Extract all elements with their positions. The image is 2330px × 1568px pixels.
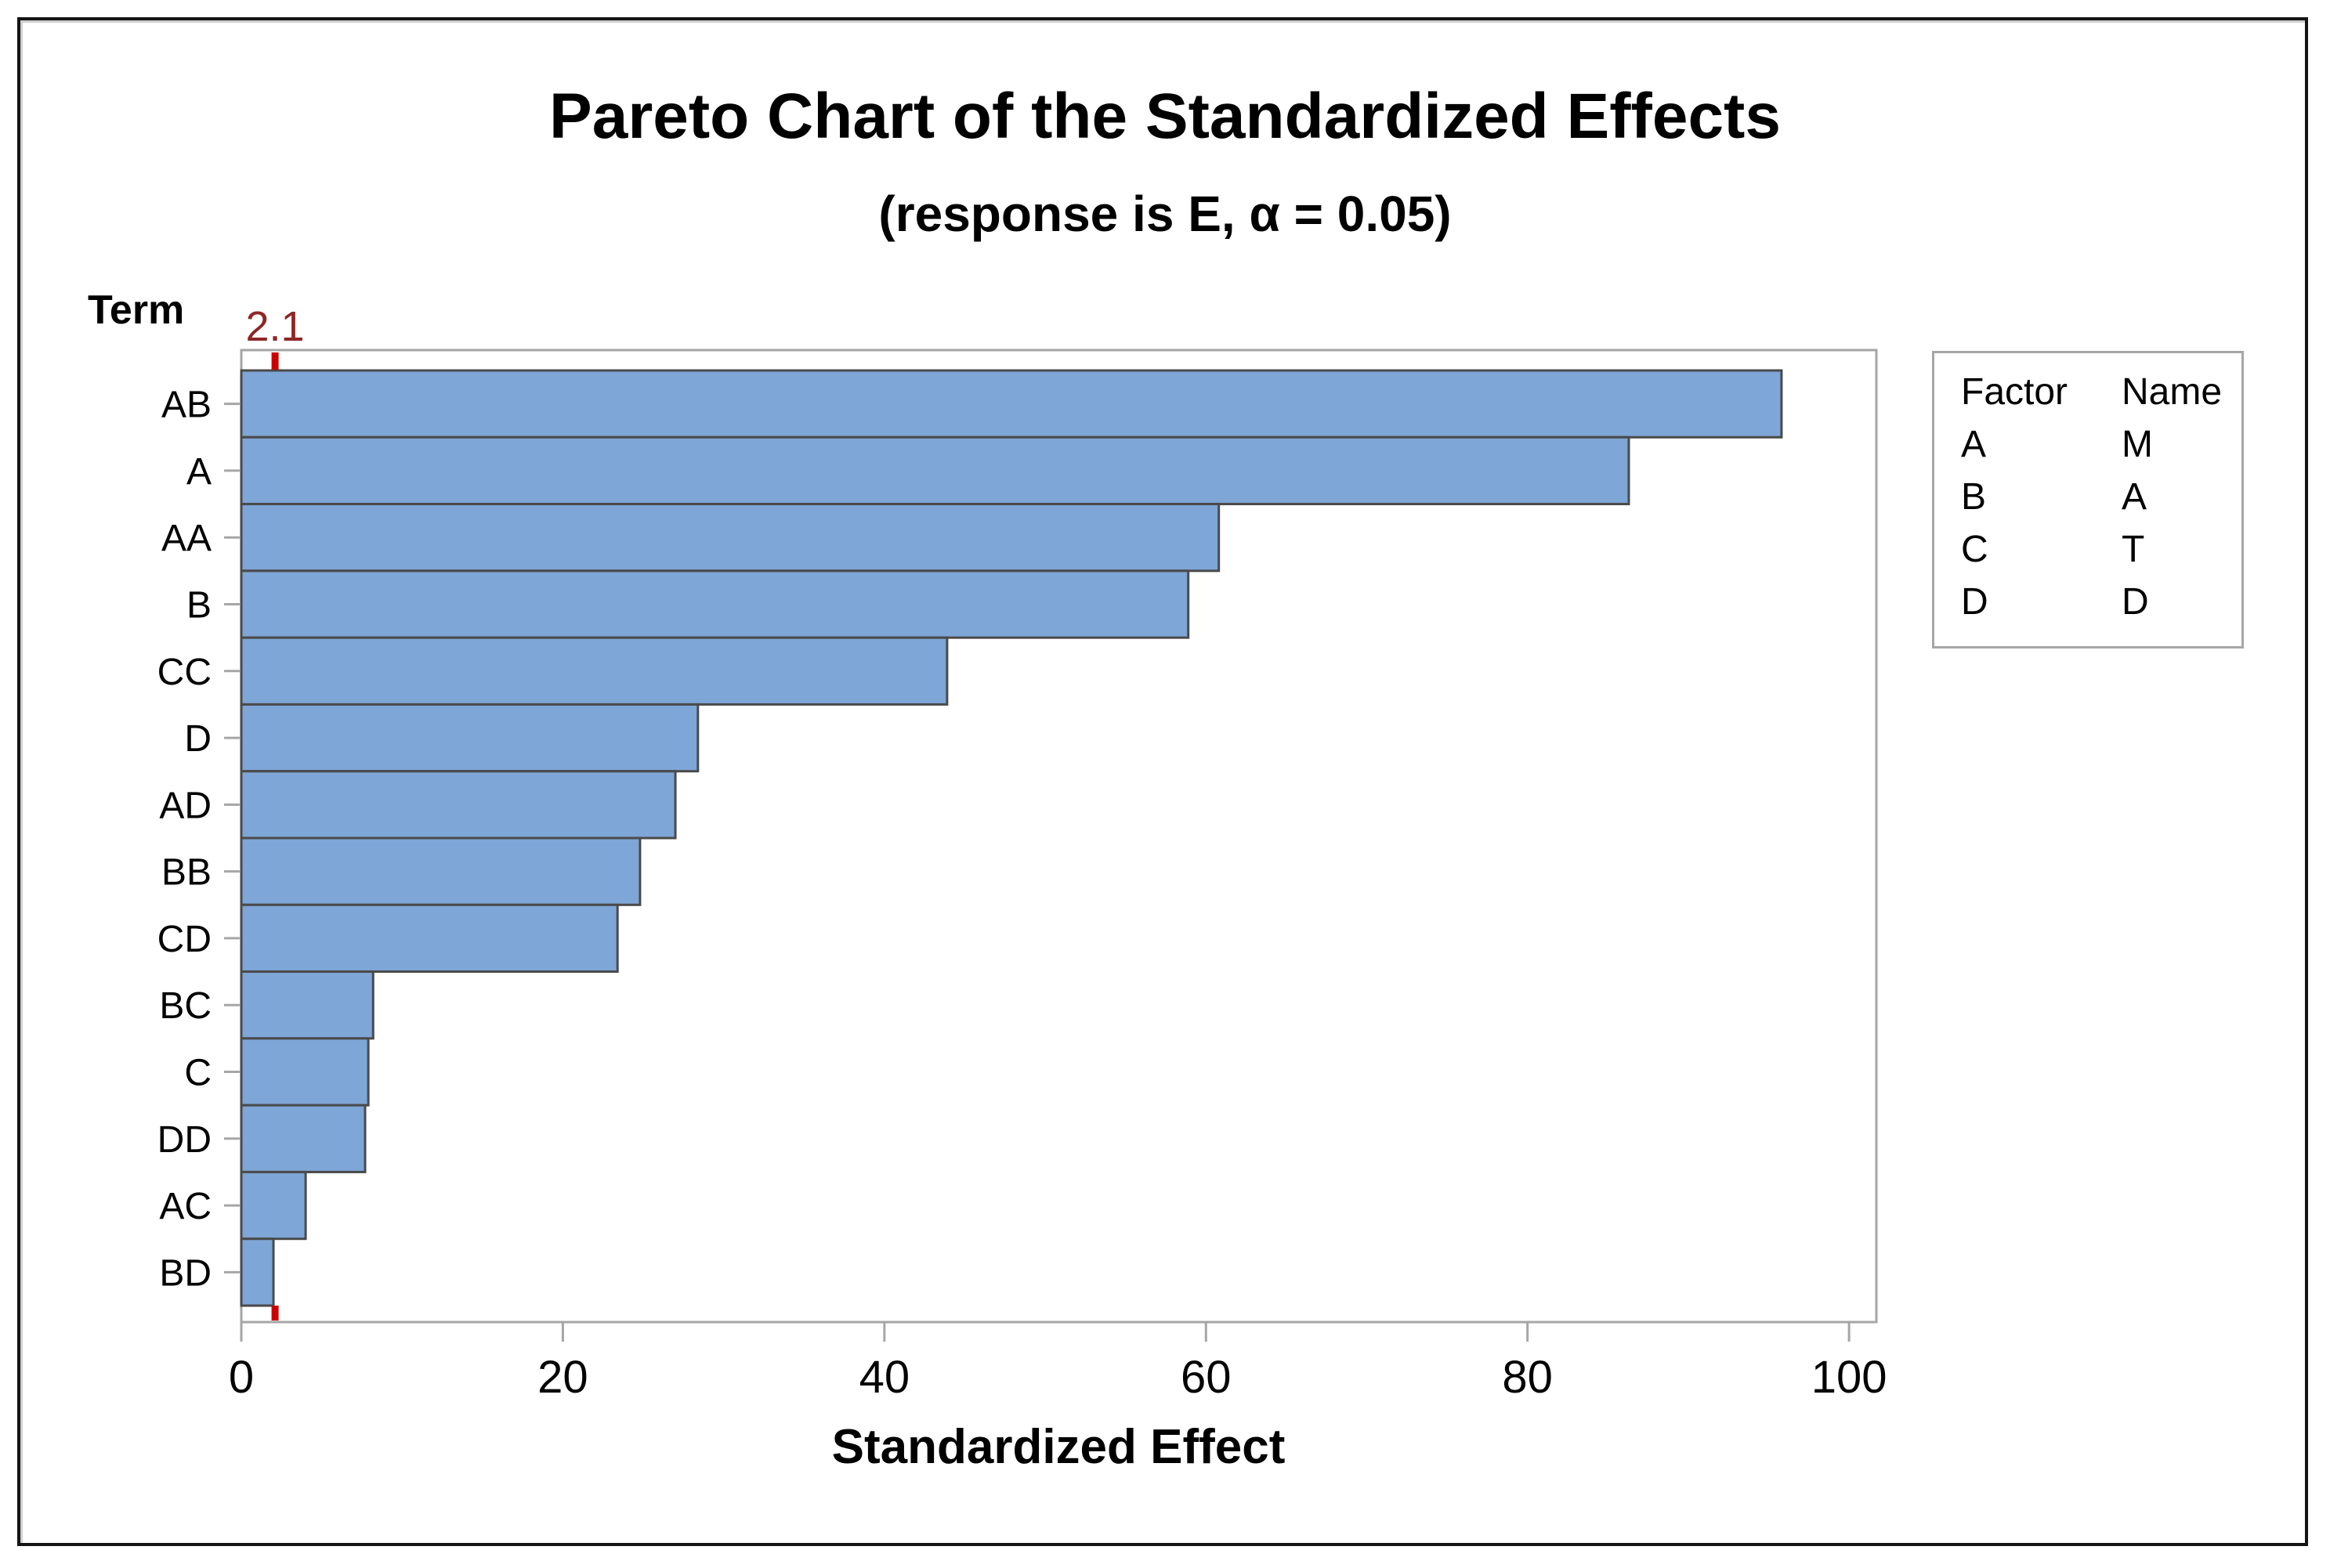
legend-name: D (2122, 581, 2149, 623)
x-tick-label-0: 0 (229, 1352, 254, 1403)
legend-row: A M (1961, 418, 2241, 471)
y-tick-label-CC: CC (157, 652, 212, 693)
y-tick-label-D: D (184, 718, 212, 760)
legend-row: C T (1961, 523, 2241, 576)
x-axis-title: Standardized Effect (831, 1420, 1286, 1474)
bar-BD (240, 1237, 275, 1307)
legend-name: T (2122, 529, 2145, 570)
bar-D (240, 703, 700, 773)
y-axis-title: Term (88, 287, 185, 333)
y-tick-label-BD: BD (159, 1252, 212, 1294)
figure-border (17, 17, 2308, 1546)
y-tick-label-BC: BC (159, 985, 212, 1027)
y-tick-label-A: A (186, 451, 212, 493)
legend-name: M (2122, 424, 2153, 465)
legend-row: B A (1961, 471, 2241, 523)
factor-legend: Factor Name A M B A C T D D (1932, 351, 2244, 649)
reference-line-label: 2.1 (245, 303, 305, 350)
bar-BB (240, 836, 642, 906)
bar-AD (240, 770, 677, 840)
y-tick-label-DD: DD (157, 1119, 212, 1161)
bar-AB (240, 369, 1783, 439)
bar-CC (240, 636, 949, 706)
y-tick-label-B: B (186, 585, 212, 627)
bar-C (240, 1037, 370, 1107)
legend-factor: A (1961, 424, 1987, 465)
y-tick-label-CD: CD (157, 919, 212, 960)
legend-factor: B (1961, 476, 1987, 518)
x-tick-label-80: 80 (1502, 1352, 1553, 1403)
legend-header-factor: Factor (1961, 371, 2068, 413)
legend-header-row: Factor Name (1961, 366, 2241, 418)
legend-factor: D (1961, 581, 1988, 623)
y-tick-label-BB: BB (161, 852, 212, 894)
y-tick-label-AB: AB (161, 385, 212, 426)
bar-B (240, 569, 1190, 639)
legend-name: A (2122, 476, 2147, 518)
x-tick-label-100: 100 (1811, 1352, 1887, 1403)
bar-AA (240, 503, 1221, 573)
chart-title: Pareto Chart of the Standardized Effects (549, 81, 1781, 152)
chart-subtitle: (response is E, α = 0.05) (878, 186, 1452, 242)
y-tick-label-AC: AC (159, 1186, 212, 1227)
reference-line-tick-top (271, 352, 279, 370)
bar-A (240, 435, 1630, 506)
y-tick-label-C: C (184, 1053, 212, 1094)
x-tick-label-20: 20 (537, 1352, 588, 1403)
reference-line-tick-bottom (271, 1306, 279, 1321)
legend-header-name: Name (2122, 371, 2223, 413)
legend-row: D D (1961, 576, 2241, 628)
y-tick-label-AD: AD (159, 785, 212, 826)
legend-factor: C (1961, 529, 1988, 570)
y-tick-label-AA: AA (161, 518, 212, 559)
bar-DD (240, 1104, 367, 1173)
bar-CD (240, 903, 619, 974)
bar-AC (240, 1170, 307, 1241)
x-tick-label-60: 60 (1181, 1352, 1232, 1403)
x-tick-label-40: 40 (859, 1352, 910, 1403)
bar-BC (240, 970, 374, 1040)
